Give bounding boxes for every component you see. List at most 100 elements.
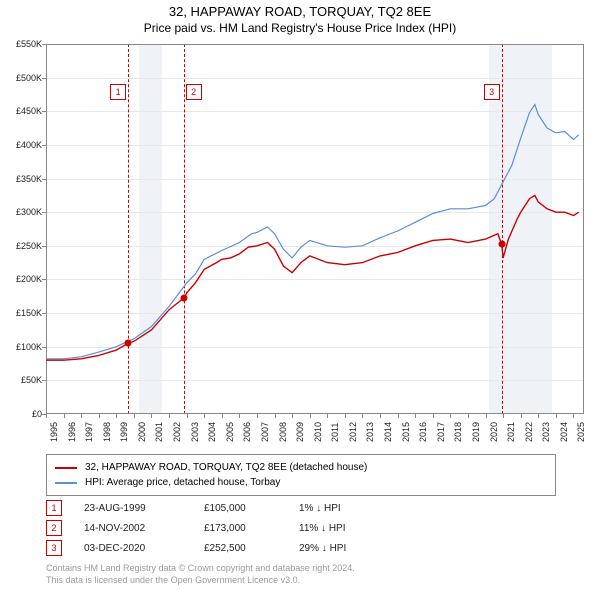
x-axis-label: 2022 [524,422,534,442]
y-axis-label: £50K [21,375,46,385]
x-axis-label: 2007 [260,422,270,442]
x-tick [222,414,223,418]
transaction-hpi-diff: 29% ↓ HPI [299,543,409,554]
x-axis-label: 2002 [172,422,182,442]
transactions-table: 123-AUG-1999£105,0001% ↓ HPI214-NOV-2002… [46,498,409,558]
x-axis-label: 2019 [471,422,481,442]
x-tick [450,414,451,418]
sale-marker-badge: 2 [186,84,202,100]
x-axis-label: 2004 [207,422,217,442]
x-tick [81,414,82,418]
transaction-row: 123-AUG-1999£105,0001% ↓ HPI [46,498,409,518]
sale-marker-point [124,340,131,347]
x-tick [99,414,100,418]
x-tick [204,414,205,418]
x-axis-label: 2021 [506,422,516,442]
x-tick [556,414,557,418]
footer-line-1: Contains HM Land Registry data © Crown c… [46,562,355,574]
x-tick [239,414,240,418]
legend-swatch [55,482,77,484]
x-axis-label: 2001 [154,422,164,442]
transaction-row: 214-NOV-2002£173,00011% ↓ HPI [46,518,409,538]
x-tick [46,414,47,418]
y-axis-label: £200K [16,274,46,284]
x-axis-label: 2013 [365,422,375,442]
footer-line-2: This data is licensed under the Open Gov… [46,574,355,586]
x-tick [187,414,188,418]
x-tick [468,414,469,418]
x-axis-label: 2003 [190,422,200,442]
x-axis-label: 1997 [84,422,94,442]
x-axis-label: 2020 [489,422,499,442]
legend-label: 32, HAPPAWAY ROAD, TORQUAY, TQ2 8EE (det… [85,462,367,473]
x-axis-label: 2025 [576,422,586,442]
x-axis-label: 2009 [295,422,305,442]
x-axis-label: 2008 [278,422,288,442]
x-tick [398,414,399,418]
transaction-price: £252,500 [204,543,299,554]
x-axis-label: 2000 [137,422,147,442]
x-tick [257,414,258,418]
x-axis-label: 2012 [348,422,358,442]
transaction-price: £173,000 [204,523,299,534]
x-axis-label: 2016 [418,422,428,442]
y-axis-label: £150K [16,308,46,318]
y-axis-label: £100K [16,342,46,352]
transaction-badge: 1 [46,500,62,516]
series-property [46,195,579,360]
x-tick [134,414,135,418]
y-axis-label: £350K [16,174,46,184]
page-title: 32, HAPPAWAY ROAD, TORQUAY, TQ2 8EE [0,4,600,19]
y-axis-label: £550K [16,39,46,49]
x-tick [292,414,293,418]
y-axis-label: £0 [32,409,46,419]
x-tick [151,414,152,418]
x-axis-label: 2017 [436,422,446,442]
transaction-price: £105,000 [204,503,299,514]
sale-marker-point [181,294,188,301]
sale-marker-point [498,241,505,248]
x-tick [486,414,487,418]
y-axis-label: £400K [16,140,46,150]
x-tick [345,414,346,418]
x-axis-label: 2011 [330,423,340,442]
x-tick [415,414,416,418]
page-subtitle: Price paid vs. HM Land Registry's House … [0,21,600,35]
transaction-date: 14-NOV-2002 [84,523,204,534]
legend-item: 32, HAPPAWAY ROAD, TORQUAY, TQ2 8EE (det… [55,460,547,475]
x-axis-label: 1996 [67,422,77,442]
x-tick [116,414,117,418]
x-tick [503,414,504,418]
price-chart: £0£50K£100K£150K£200K£250K£300K£350K£400… [46,44,584,414]
x-axis-label: 2018 [453,422,463,442]
x-axis-label: 2010 [313,422,323,442]
x-tick [64,414,65,418]
legend-label: HPI: Average price, detached house, Torb… [85,477,280,488]
x-tick [521,414,522,418]
transaction-hpi-diff: 1% ↓ HPI [299,503,409,514]
transaction-badge: 3 [46,540,62,556]
x-tick [380,414,381,418]
x-tick [433,414,434,418]
y-axis-label: £500K [16,73,46,83]
legend-item: HPI: Average price, detached house, Torb… [55,475,547,490]
x-axis-label: 1995 [49,422,59,442]
x-tick [327,414,328,418]
x-axis-label: 2006 [242,422,252,442]
transaction-row: 303-DEC-2020£252,50029% ↓ HPI [46,538,409,558]
x-tick [538,414,539,418]
x-axis-label: 2015 [401,422,411,442]
x-tick [169,414,170,418]
x-tick [573,414,574,418]
series-hpi [46,105,579,359]
chart-lines-svg [46,44,584,414]
x-tick [275,414,276,418]
y-axis-label: £300K [16,207,46,217]
transaction-badge: 2 [46,520,62,536]
x-axis-label: 1999 [119,422,129,442]
x-axis-label: 2014 [383,422,393,442]
y-axis-label: £450K [16,106,46,116]
x-axis-label: 2005 [225,422,235,442]
legend-box: 32, HAPPAWAY ROAD, TORQUAY, TQ2 8EE (det… [46,454,556,496]
x-axis-label: 1998 [102,422,112,442]
